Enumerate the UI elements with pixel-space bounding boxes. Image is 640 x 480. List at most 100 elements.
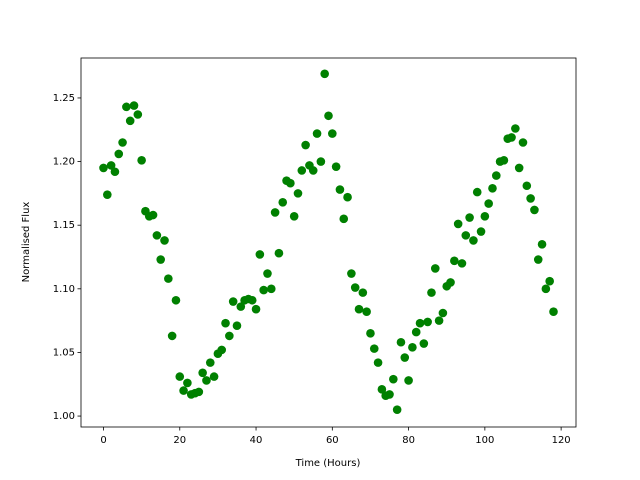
y-tick-label: 1.20 bbox=[53, 157, 75, 168]
point bbox=[400, 353, 410, 362]
point bbox=[545, 276, 554, 286]
point bbox=[205, 358, 215, 367]
point bbox=[472, 187, 482, 197]
point bbox=[148, 210, 158, 220]
plot-frame bbox=[80, 57, 577, 428]
x-tick-label: 20 bbox=[173, 435, 186, 446]
point bbox=[491, 171, 501, 180]
point bbox=[133, 110, 143, 119]
point bbox=[263, 269, 272, 278]
point bbox=[266, 284, 276, 294]
point bbox=[110, 167, 120, 177]
point bbox=[522, 181, 532, 191]
point bbox=[171, 295, 181, 305]
point bbox=[411, 327, 421, 337]
point bbox=[221, 318, 230, 328]
point bbox=[236, 302, 246, 311]
point bbox=[106, 161, 116, 170]
point bbox=[118, 138, 127, 147]
point bbox=[198, 368, 207, 378]
y-tick-label: 1.15 bbox=[53, 220, 75, 231]
point bbox=[209, 372, 219, 381]
point bbox=[137, 156, 146, 165]
point bbox=[461, 231, 471, 240]
point bbox=[255, 250, 265, 259]
point bbox=[164, 274, 173, 283]
x-tick-label: 120 bbox=[552, 435, 571, 446]
point bbox=[533, 255, 543, 264]
point bbox=[427, 288, 436, 297]
point bbox=[530, 205, 539, 215]
point bbox=[194, 387, 204, 397]
point bbox=[225, 331, 234, 341]
point bbox=[335, 185, 345, 194]
point bbox=[293, 189, 303, 198]
point bbox=[511, 124, 520, 133]
point bbox=[499, 156, 509, 165]
point bbox=[103, 190, 112, 199]
point bbox=[274, 248, 284, 258]
point bbox=[347, 269, 356, 278]
point bbox=[354, 304, 364, 314]
point bbox=[114, 149, 124, 159]
point bbox=[484, 199, 493, 208]
point bbox=[385, 390, 394, 399]
point bbox=[316, 157, 326, 166]
point bbox=[350, 283, 360, 292]
point bbox=[480, 211, 490, 221]
point bbox=[301, 140, 310, 150]
point bbox=[217, 345, 227, 355]
x-tick-label: 60 bbox=[326, 435, 339, 446]
point bbox=[331, 162, 341, 171]
point bbox=[286, 178, 295, 188]
point bbox=[438, 308, 448, 318]
point bbox=[297, 166, 307, 175]
y-tick-label: 1.00 bbox=[53, 411, 75, 422]
point bbox=[320, 69, 329, 79]
point bbox=[270, 208, 280, 217]
point bbox=[328, 129, 337, 138]
point bbox=[308, 166, 318, 175]
x-tick-label: 0 bbox=[100, 435, 106, 446]
y-axis-label: Normalised Flux bbox=[21, 202, 32, 283]
point bbox=[160, 236, 169, 245]
point bbox=[423, 317, 432, 327]
point bbox=[167, 331, 177, 341]
point bbox=[228, 297, 238, 306]
point bbox=[488, 183, 497, 193]
point bbox=[202, 376, 211, 385]
point bbox=[179, 386, 188, 395]
point bbox=[514, 163, 524, 173]
point bbox=[396, 337, 406, 347]
point bbox=[469, 236, 478, 245]
point bbox=[404, 376, 413, 385]
point bbox=[175, 372, 185, 381]
x-axis-label: Time (Hours) bbox=[295, 458, 361, 469]
point bbox=[518, 138, 528, 147]
x-tick-label: 100 bbox=[475, 435, 494, 446]
point bbox=[408, 343, 417, 352]
point bbox=[373, 358, 383, 367]
point bbox=[526, 194, 535, 203]
point bbox=[251, 304, 261, 314]
point bbox=[369, 344, 379, 353]
point bbox=[366, 329, 375, 338]
y-tick-label: 1.05 bbox=[53, 347, 75, 358]
point bbox=[537, 239, 547, 249]
point bbox=[99, 163, 108, 173]
point bbox=[278, 197, 288, 207]
point bbox=[419, 339, 429, 348]
point bbox=[156, 255, 166, 264]
point bbox=[324, 111, 333, 121]
point bbox=[152, 231, 162, 240]
point bbox=[450, 256, 459, 266]
point bbox=[125, 116, 135, 126]
point bbox=[453, 219, 463, 229]
point bbox=[312, 129, 322, 138]
point bbox=[362, 307, 371, 317]
point bbox=[247, 295, 257, 305]
point bbox=[339, 214, 349, 224]
point bbox=[392, 405, 402, 414]
x-tick-label: 80 bbox=[402, 435, 415, 446]
